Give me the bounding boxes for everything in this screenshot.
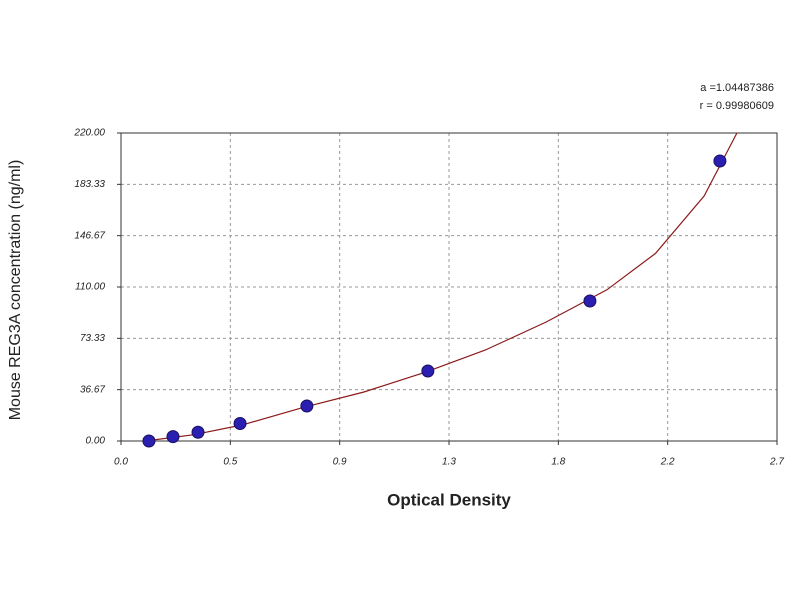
- y-axis-label: Mouse REG3A concentration (ng/ml): [7, 160, 24, 421]
- data-point: [233, 417, 247, 430]
- x-tick-label: 0.9: [333, 457, 347, 468]
- y-tick-label: 0.00: [86, 436, 106, 447]
- data-point: [713, 154, 727, 168]
- y-tick-label: 36.67: [80, 384, 105, 395]
- annotation: r = 0.99980609: [700, 100, 774, 112]
- x-tick-label: 0.5: [223, 457, 237, 468]
- data-point: [166, 430, 180, 444]
- data-point: [421, 364, 435, 378]
- x-tick-label: 1.3: [442, 457, 456, 468]
- x-tick-label: 1.8: [551, 457, 565, 468]
- x-axis-label: Optical Density: [387, 490, 511, 509]
- annotation: a =1.04487386: [700, 82, 774, 94]
- x-tick-label: 0.0: [114, 457, 128, 468]
- data-point: [142, 434, 156, 448]
- y-tick-label: 183.33: [74, 179, 105, 190]
- plot-frame: [120, 132, 778, 442]
- y-tick-label: 220.00: [73, 128, 105, 139]
- y-tick-label: 110.00: [75, 282, 105, 293]
- data-point: [583, 294, 597, 308]
- x-tick-label: 2.2: [660, 457, 675, 468]
- data-point: [191, 425, 205, 439]
- x-tick-label: 2.7: [769, 457, 784, 468]
- y-tick-label: 73.33: [80, 333, 105, 344]
- data-point: [300, 399, 314, 413]
- y-tick-label: 146.67: [74, 230, 105, 241]
